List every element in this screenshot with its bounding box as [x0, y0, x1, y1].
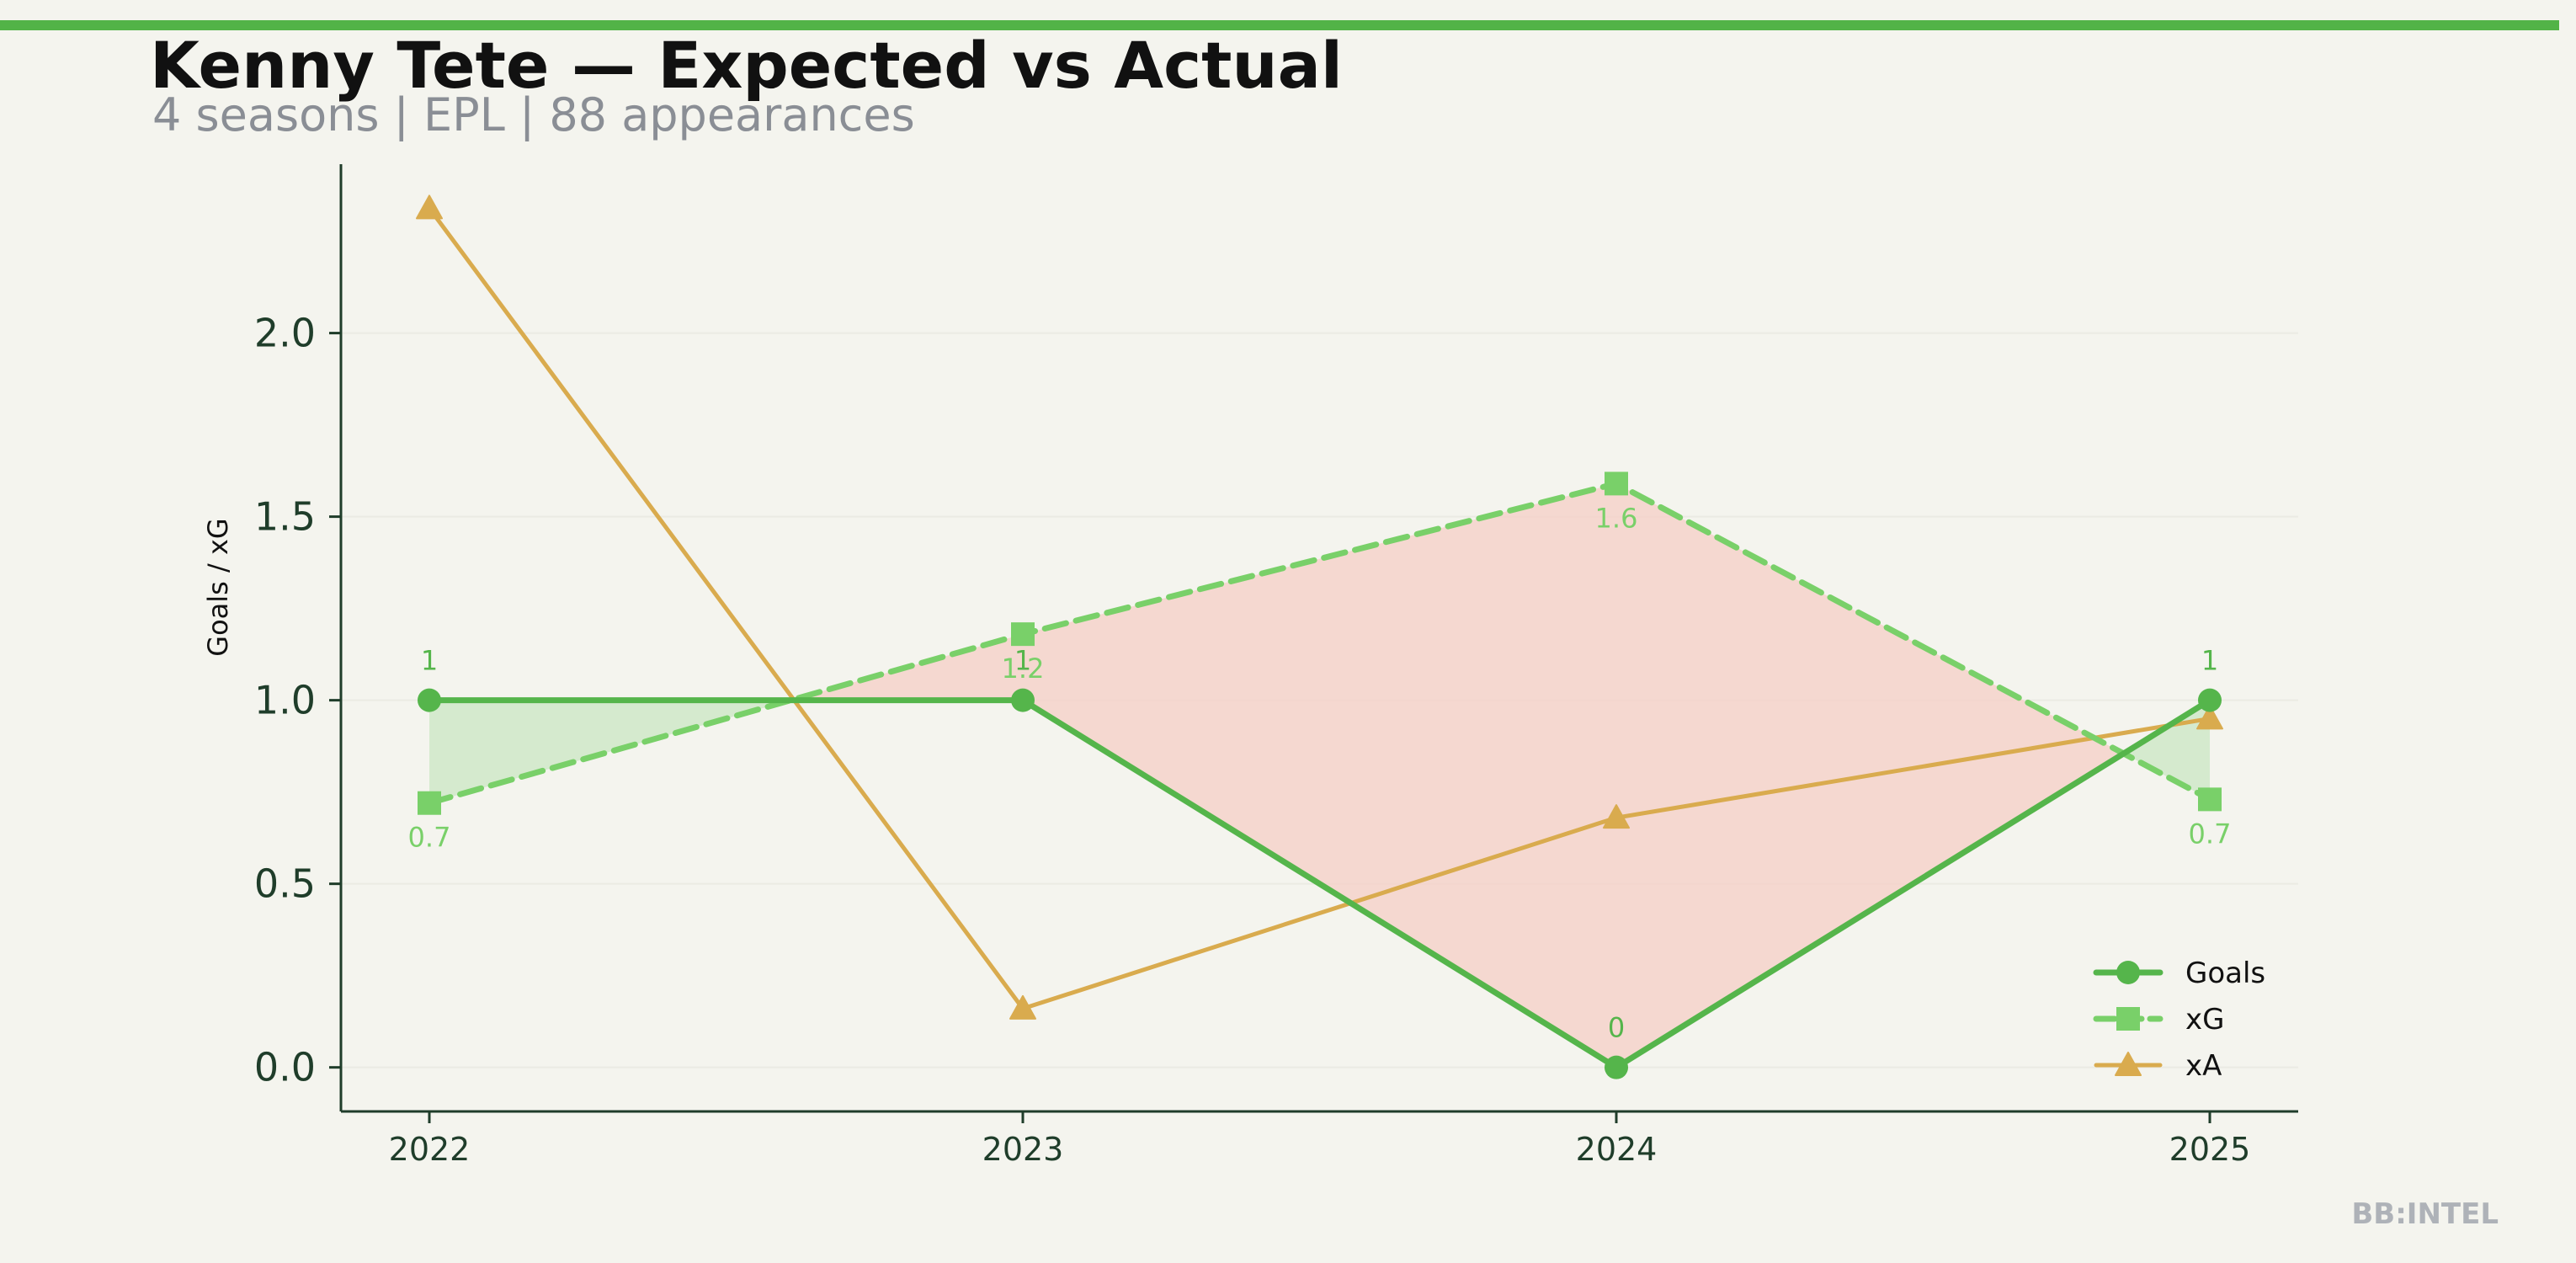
x-tick-label: 2024	[1576, 1131, 1658, 1168]
goals-line	[426, 697, 2213, 1071]
xa-point	[1009, 994, 1036, 1020]
xa-point	[416, 195, 443, 220]
goals-point	[2198, 688, 2222, 712]
goals-point	[418, 688, 441, 712]
y-axis-label: Goals / xG	[202, 518, 234, 656]
y-tick-label: 1.5	[254, 494, 316, 540]
xa-point	[2196, 705, 2223, 730]
chart-series	[416, 195, 2223, 1079]
legend-xg-marker	[2116, 1007, 2140, 1031]
goals-point	[1605, 1055, 1628, 1079]
chart-data-labels: 1 1 0 1 0.7 1.2 1.6 0.7	[408, 502, 2232, 1043]
x-tick-label: 2022	[389, 1131, 471, 1168]
y-tick-label: 1.0	[254, 678, 316, 723]
chart-axes: 0.0 0.5 1.0 1.5 2.0 2022 2023 2024 2025 Goals / x…	[202, 164, 2298, 1168]
legend-goals-label: Goals	[2185, 957, 2265, 990]
goals-data-label: 1	[2201, 645, 2218, 677]
xg-data-label: 0.7	[2189, 818, 2232, 850]
difference-fill	[1023, 483, 1616, 1068]
xg-point	[1011, 622, 1035, 647]
xg-point	[2198, 787, 2222, 812]
y-tick-label: 2.0	[254, 311, 316, 356]
xg-line	[426, 480, 2213, 807]
chart-subtitle: 4 seasons | EPL | 88 appearances	[152, 88, 915, 141]
goals-data-label: 0	[1608, 1012, 1625, 1044]
difference-fill	[2123, 700, 2210, 800]
legend-goals-marker	[2116, 961, 2140, 984]
xa-point	[1603, 804, 1630, 829]
accent-top-bar	[0, 20, 2559, 30]
y-tick-label: 0.5	[254, 861, 316, 907]
y-tick-label: 0.0	[254, 1045, 316, 1090]
chart-title: Kenny Tete — Expected vs Actual	[150, 28, 1343, 103]
xg-point	[418, 791, 441, 815]
xa-line	[427, 205, 2212, 1011]
legend-xa-label: xA	[2185, 1049, 2222, 1083]
goals-data-label: 1	[421, 645, 438, 677]
goals-point	[1011, 688, 1035, 712]
goals-data-label: 1	[1014, 645, 1031, 677]
legend-xa-marker	[2115, 1052, 2142, 1076]
xg-data-label: 0.7	[408, 822, 451, 854]
chart-legend: Goals xG xA	[2093, 957, 2265, 1083]
xg-data-label: 1.6	[1595, 502, 1638, 534]
x-tick-label: 2025	[2169, 1131, 2251, 1168]
legend-xg-label: xG	[2185, 1003, 2224, 1037]
xg-data-label: 1.2	[1002, 653, 1045, 685]
x-tick-label: 2023	[982, 1131, 1064, 1168]
xg-point	[1605, 472, 1628, 496]
brand-watermark: BB:INTEL	[2351, 1197, 2499, 1231]
